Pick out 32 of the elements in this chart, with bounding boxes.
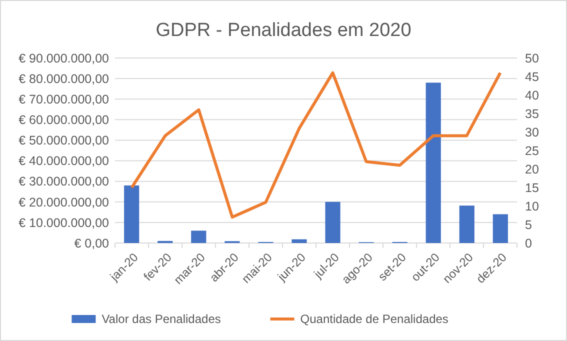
y-tick-label: € 10.000.000,00: [18, 216, 110, 230]
y2-tick-label: 30: [525, 125, 539, 140]
bar: [492, 214, 508, 243]
legend-label: Valor das Penalidades: [102, 312, 221, 326]
bar: [191, 230, 206, 243]
y-tick-label: € 70.000.000,00: [18, 92, 110, 106]
y2-tick-label: 15: [525, 180, 539, 195]
y2-tick-label: 40: [525, 88, 539, 102]
bar: [124, 185, 140, 243]
y2-tick-label: 5: [525, 218, 532, 232]
y-tick-label: € 60.000.000,00: [18, 113, 110, 128]
line-series: [130, 71, 502, 219]
legend-label: Quantidade de Penalidades: [300, 312, 448, 326]
y2-tick-label: 35: [525, 106, 539, 121]
y-tick-label: € 20.000.000,00: [18, 195, 110, 210]
bar: [459, 206, 474, 243]
y2-tick-label: 20: [525, 162, 539, 176]
y2-tick-label: 0: [525, 236, 532, 250]
y2-tick-label: 10: [525, 199, 539, 214]
chart-title: GDPR - Penalidades em 2020: [156, 20, 412, 41]
y-tick-label: € 50.000.000,00: [18, 134, 110, 148]
y-tick-label: € 0,00: [74, 236, 110, 250]
y-tick-label: € 40.000.000,00: [18, 154, 110, 168]
bar: [292, 239, 307, 243]
y2-tick-label: 45: [525, 70, 539, 84]
bar: [426, 82, 441, 243]
bar: [325, 202, 340, 243]
y2-tick-label: 50: [525, 51, 539, 66]
y-tick-label: € 30.000.000,00: [18, 174, 110, 189]
y-tick-label: € 80.000.000,00: [18, 72, 110, 86]
y2-tick-label: 25: [525, 144, 539, 158]
y-tick-label: € 90.000.000,00: [18, 51, 110, 66]
